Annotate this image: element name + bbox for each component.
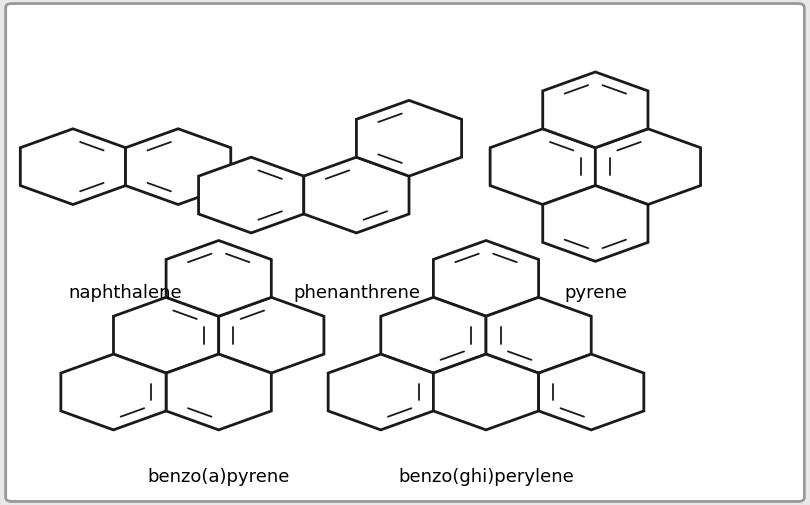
Polygon shape <box>486 297 591 373</box>
Text: benzo(ghi)perylene: benzo(ghi)perylene <box>399 468 573 486</box>
Polygon shape <box>539 354 644 430</box>
Polygon shape <box>166 240 271 316</box>
Polygon shape <box>543 185 648 261</box>
Polygon shape <box>61 354 166 430</box>
Text: phenanthrene: phenanthrene <box>293 284 420 302</box>
Polygon shape <box>304 157 409 233</box>
Polygon shape <box>490 129 595 205</box>
Polygon shape <box>166 354 271 430</box>
Polygon shape <box>20 129 126 205</box>
Polygon shape <box>113 297 219 373</box>
Polygon shape <box>433 354 539 430</box>
Polygon shape <box>381 297 486 373</box>
Text: pyrene: pyrene <box>564 284 627 302</box>
Polygon shape <box>219 297 324 373</box>
Polygon shape <box>543 72 648 147</box>
Polygon shape <box>433 240 539 316</box>
Polygon shape <box>328 354 433 430</box>
Polygon shape <box>126 129 231 205</box>
Polygon shape <box>356 100 462 176</box>
Polygon shape <box>198 157 304 233</box>
Polygon shape <box>595 129 701 205</box>
Text: naphthalene: naphthalene <box>69 284 182 302</box>
Text: benzo(a)pyrene: benzo(a)pyrene <box>147 468 290 486</box>
FancyBboxPatch shape <box>6 4 804 501</box>
